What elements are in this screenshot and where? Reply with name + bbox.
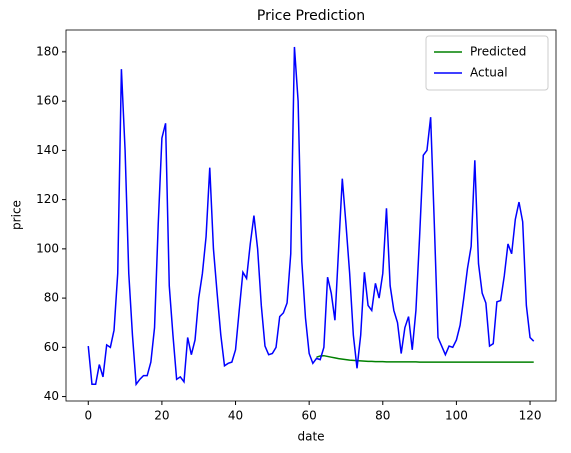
x-tick-label: 100 [445, 409, 468, 423]
legend-label: Predicted [470, 45, 526, 59]
x-tick-label: 40 [228, 409, 243, 423]
y-tick-label: 180 [36, 44, 59, 58]
y-tick-label: 140 [36, 143, 59, 157]
y-tick-label: 120 [36, 192, 59, 206]
chart-title: Price Prediction [257, 8, 365, 24]
x-axis-label: date [297, 430, 324, 444]
x-tick-label: 120 [519, 409, 542, 423]
legend-label: Actual [470, 66, 508, 80]
y-tick-label: 80 [44, 291, 59, 305]
legend-box [425, 35, 549, 91]
x-tick-label: 60 [302, 409, 317, 423]
y-tick-label: 100 [36, 241, 59, 255]
x-tick-label: 20 [154, 409, 169, 423]
plot-frame [65, 29, 557, 402]
line-series [87, 46, 535, 387]
line-series [316, 354, 534, 363]
y-axis-label: price [10, 200, 24, 230]
y-tick-label: 40 [44, 389, 59, 403]
y-tick-label: 160 [36, 94, 59, 108]
x-tick-label: 0 [84, 409, 92, 423]
y-tick-label: 60 [44, 340, 59, 354]
x-tick-label: 80 [375, 409, 390, 423]
